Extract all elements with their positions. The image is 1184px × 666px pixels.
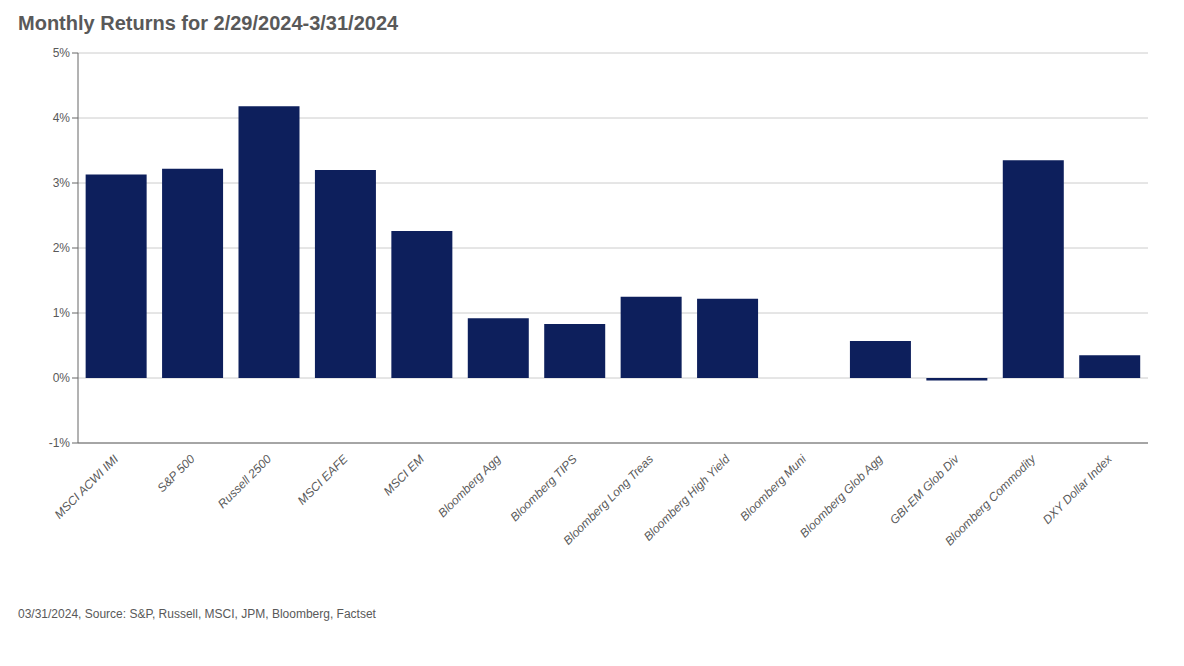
svg-text:Bloomberg Commodity: Bloomberg Commodity — [942, 451, 1039, 548]
svg-text:MSCI EM: MSCI EM — [381, 452, 427, 498]
svg-text:4%: 4% — [53, 111, 71, 125]
svg-text:MSCI EAFE: MSCI EAFE — [295, 451, 351, 507]
svg-text:5%: 5% — [53, 46, 71, 60]
svg-text:GBI-EM Glob Div: GBI-EM Glob Div — [887, 451, 963, 527]
svg-text:Bloomberg Long Treas: Bloomberg Long Treas — [560, 452, 657, 548]
html-text:Monthly Returns for 2/29/2024-: Monthly Returns for 2/29/2024-3/31/2024 — [18, 12, 399, 34]
svg-text:S&P 500: S&P 500 — [155, 452, 198, 495]
svg-text:MSCI ACWI IMI: MSCI ACWI IMI — [52, 452, 122, 522]
svg-text:2%: 2% — [53, 241, 71, 255]
svg-text:-1%: -1% — [49, 436, 71, 450]
svg-text:Bloomberg Agg: Bloomberg Agg — [435, 452, 503, 520]
svg-text:1%: 1% — [53, 306, 71, 320]
svg-text:Bloomberg Glob Agg: Bloomberg Glob Agg — [797, 452, 886, 541]
html-text:03/31/2024, Source: S&P, Russe: 03/31/2024, Source: S&P, Russell, MSCI, … — [18, 607, 376, 621]
svg-text:Bloomberg Muni: Bloomberg Muni — [737, 452, 809, 524]
svg-text:DXY Dollar Index: DXY Dollar Index — [1040, 451, 1116, 527]
svg-text:Bloomberg TIPS: Bloomberg TIPS — [508, 452, 580, 524]
svg-text:0%: 0% — [53, 371, 71, 385]
svg-text:3%: 3% — [53, 176, 71, 190]
svg-text:Russell 2500: Russell 2500 — [215, 452, 274, 511]
svg-text:Bloomberg High Yield: Bloomberg High Yield — [641, 452, 733, 544]
